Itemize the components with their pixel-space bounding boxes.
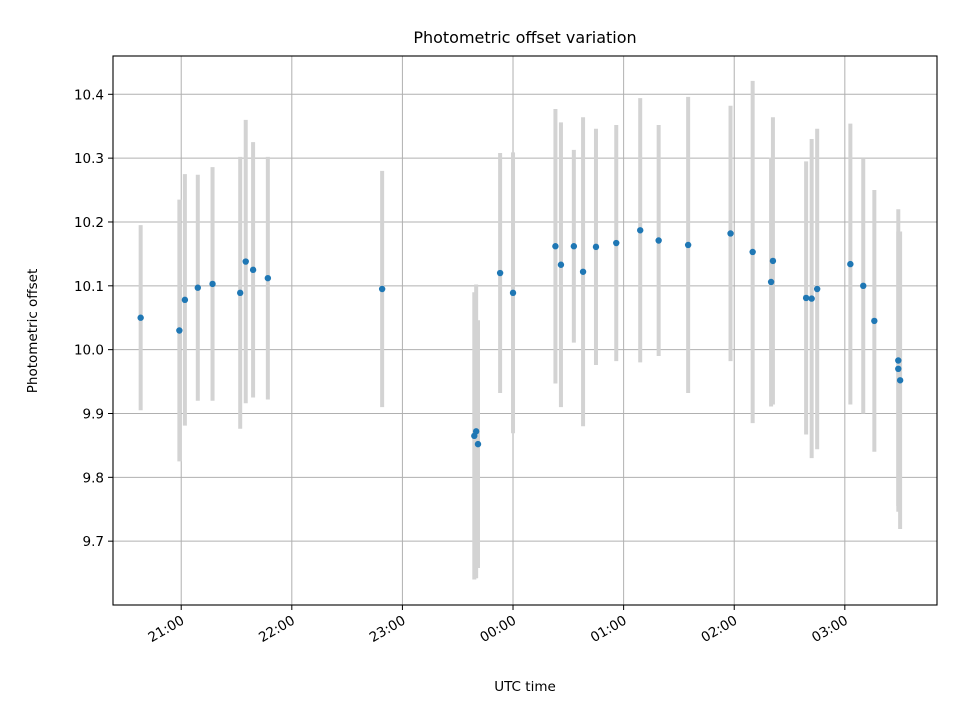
data-point [264, 274, 272, 282]
data-point [684, 241, 692, 249]
data-point [181, 296, 189, 304]
data-point [137, 314, 144, 321]
data-point [847, 260, 854, 268]
data-point [378, 285, 386, 293]
data-point [570, 243, 578, 250]
data-point [727, 230, 734, 237]
chart-title: Photometric offset variation [413, 28, 636, 47]
data-point [496, 269, 504, 277]
x-axis-label: UTC time [494, 679, 556, 695]
data-point [613, 239, 620, 247]
data-points [137, 227, 904, 448]
data-point [557, 261, 565, 268]
y-tick-label: 9.8 [83, 470, 104, 486]
data-point [860, 282, 867, 290]
data-point [472, 428, 480, 435]
data-point [769, 257, 777, 265]
data-point [249, 266, 257, 274]
y-tick-label: 10.3 [74, 151, 104, 167]
data-point [749, 248, 756, 256]
y-tick-label: 9.7 [83, 534, 104, 550]
data-point [194, 284, 201, 291]
data-point [896, 377, 904, 384]
data-point [242, 258, 249, 265]
data-point [552, 243, 559, 250]
data-point [767, 278, 775, 286]
data-point [592, 243, 600, 251]
data-point [895, 365, 902, 373]
data-point [813, 285, 821, 293]
data-point [579, 268, 587, 275]
data-point [802, 294, 810, 302]
y-tick-label: 10.1 [74, 279, 104, 295]
data-point [655, 237, 662, 244]
data-point [808, 295, 815, 302]
data-point [637, 227, 644, 234]
data-point [474, 440, 482, 448]
data-point [176, 327, 183, 334]
grid [113, 56, 937, 605]
data-point [209, 280, 216, 288]
y-axis-label: Photometric offset [25, 269, 41, 393]
data-point [509, 289, 517, 297]
data-point [895, 357, 902, 364]
plot-frame [112, 55, 938, 606]
data-point [236, 289, 244, 297]
y-tick-label: 10.4 [74, 87, 104, 103]
data-point [871, 317, 878, 325]
y-axis-ticks: 9.7 9.8 9.9 10.0 10.1 10.2 10.3 10.4 [74, 87, 113, 550]
y-tick-label: 10.2 [74, 215, 104, 231]
y-tick-label: 10.0 [74, 343, 104, 359]
y-tick-label: 9.9 [83, 406, 104, 422]
